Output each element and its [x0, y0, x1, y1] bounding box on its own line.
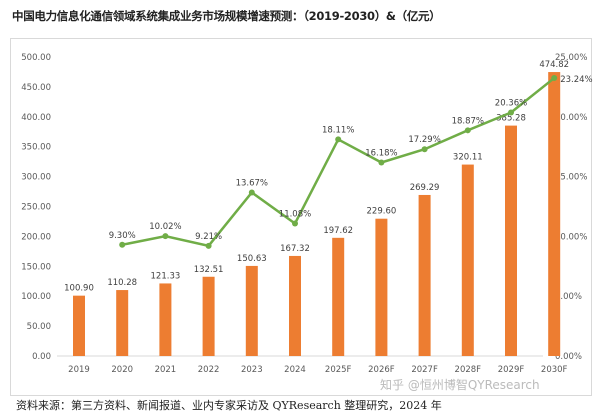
bar-data-label: 100.90 — [64, 284, 94, 294]
bar-data-label: 132.51 — [194, 265, 224, 275]
growth-data-label: 16.18% — [365, 148, 397, 158]
x-tick-label: 2026F — [368, 365, 395, 375]
growth-data-label: 9.30% — [109, 231, 136, 241]
y-tick-label: 200.00 — [21, 232, 51, 242]
x-tick-label: 2022 — [198, 365, 220, 375]
bar — [73, 295, 85, 356]
x-tick-label: 2027F — [411, 365, 438, 375]
y-tick-label: 450.00 — [21, 83, 51, 93]
growth-point — [162, 233, 169, 240]
growth-point — [508, 109, 514, 116]
growth-data-label: 9.21% — [195, 232, 222, 242]
bar-data-label: 320.11 — [453, 153, 483, 163]
growth-line — [121, 77, 555, 248]
x-tick-label: 2030F — [541, 365, 568, 375]
growth-data-label: 20.36% — [495, 98, 527, 108]
x-tick-label: 2019 — [68, 365, 90, 375]
bar — [505, 125, 517, 356]
growth-data-label: 10.02% — [149, 222, 181, 232]
growth-point — [248, 189, 255, 196]
y2-tick-label: 0.00% — [555, 352, 582, 362]
growth-data-label: 23.24% — [560, 75, 592, 85]
source-note: 资料来源：第三方资料、新闻报道、业内专家采访及 QYResearch 整理研究，… — [16, 399, 442, 412]
growth-point — [421, 146, 428, 153]
growth-point — [464, 127, 471, 134]
bar-data-label: 197.62 — [323, 226, 353, 236]
growth-point — [335, 136, 342, 143]
bar — [418, 194, 431, 356]
bar-data-label: 110.28 — [107, 278, 137, 288]
growth-data-label: 13.67% — [236, 179, 268, 189]
bar-data-label: 150.63 — [237, 254, 267, 264]
bar — [245, 265, 258, 356]
y2-tick-label: 5.00% — [555, 292, 582, 302]
y2-tick-label: 15.00% — [555, 173, 587, 183]
x-tick-label: 2028F — [455, 365, 482, 375]
x-tick-label: 2020 — [111, 365, 133, 375]
x-tick-label: 2023 — [241, 365, 263, 375]
bar-data-label: 474.82 — [539, 60, 569, 70]
watermark: 知乎 @恒州博智QYResearch — [380, 378, 540, 392]
y2-tick-label: 10.00% — [555, 232, 587, 242]
chart-frame — [10, 38, 592, 396]
bar — [159, 283, 172, 356]
y-tick-label: 500.00 — [21, 53, 51, 63]
bar-data-label: 229.60 — [367, 207, 397, 217]
bar — [289, 255, 301, 356]
y-tick-label: 250.00 — [21, 203, 51, 213]
y-tick-label: 100.00 — [21, 292, 51, 302]
y-tick-label: 150.00 — [21, 262, 51, 272]
bar — [116, 290, 129, 356]
bar — [332, 237, 345, 356]
x-tick-label: 2021 — [155, 365, 177, 375]
growth-data-label: 11.08% — [279, 209, 311, 219]
y-tick-label: 350.00 — [21, 143, 51, 153]
growth-point — [119, 241, 126, 248]
x-tick-label: 2029F — [498, 365, 525, 375]
y-tick-label: 400.00 — [21, 113, 51, 123]
growth-point — [551, 75, 558, 82]
growth-point — [292, 220, 298, 227]
chart-title: 中国电力信息化通信领域系统集成业务市场规模增速预测：（2019-2030）&（亿… — [12, 9, 441, 23]
x-tick-label: 2025F — [325, 365, 352, 375]
bar-data-label: 121.33 — [151, 271, 181, 281]
bar — [202, 276, 215, 356]
bar — [548, 72, 561, 356]
bar — [375, 218, 388, 356]
bar-data-label: 167.32 — [280, 244, 310, 254]
y2-tick-label: 20.00% — [555, 113, 587, 123]
bar — [461, 164, 474, 356]
bar-data-label: 385.28 — [496, 114, 526, 124]
growth-data-label: 17.29% — [408, 135, 440, 145]
bar-data-label: 269.29 — [410, 183, 440, 193]
growth-point — [378, 159, 385, 166]
growth-data-label: 18.87% — [452, 116, 484, 126]
x-tick-label: 2024 — [284, 365, 306, 375]
y-tick-label: 50.00 — [27, 322, 51, 332]
y-tick-label: 300.00 — [21, 173, 51, 183]
growth-point — [205, 242, 212, 249]
y-tick-label: 0.00 — [32, 352, 51, 362]
y2-tick-label: 25.00% — [555, 53, 587, 63]
growth-data-label: 18.11% — [322, 125, 354, 135]
